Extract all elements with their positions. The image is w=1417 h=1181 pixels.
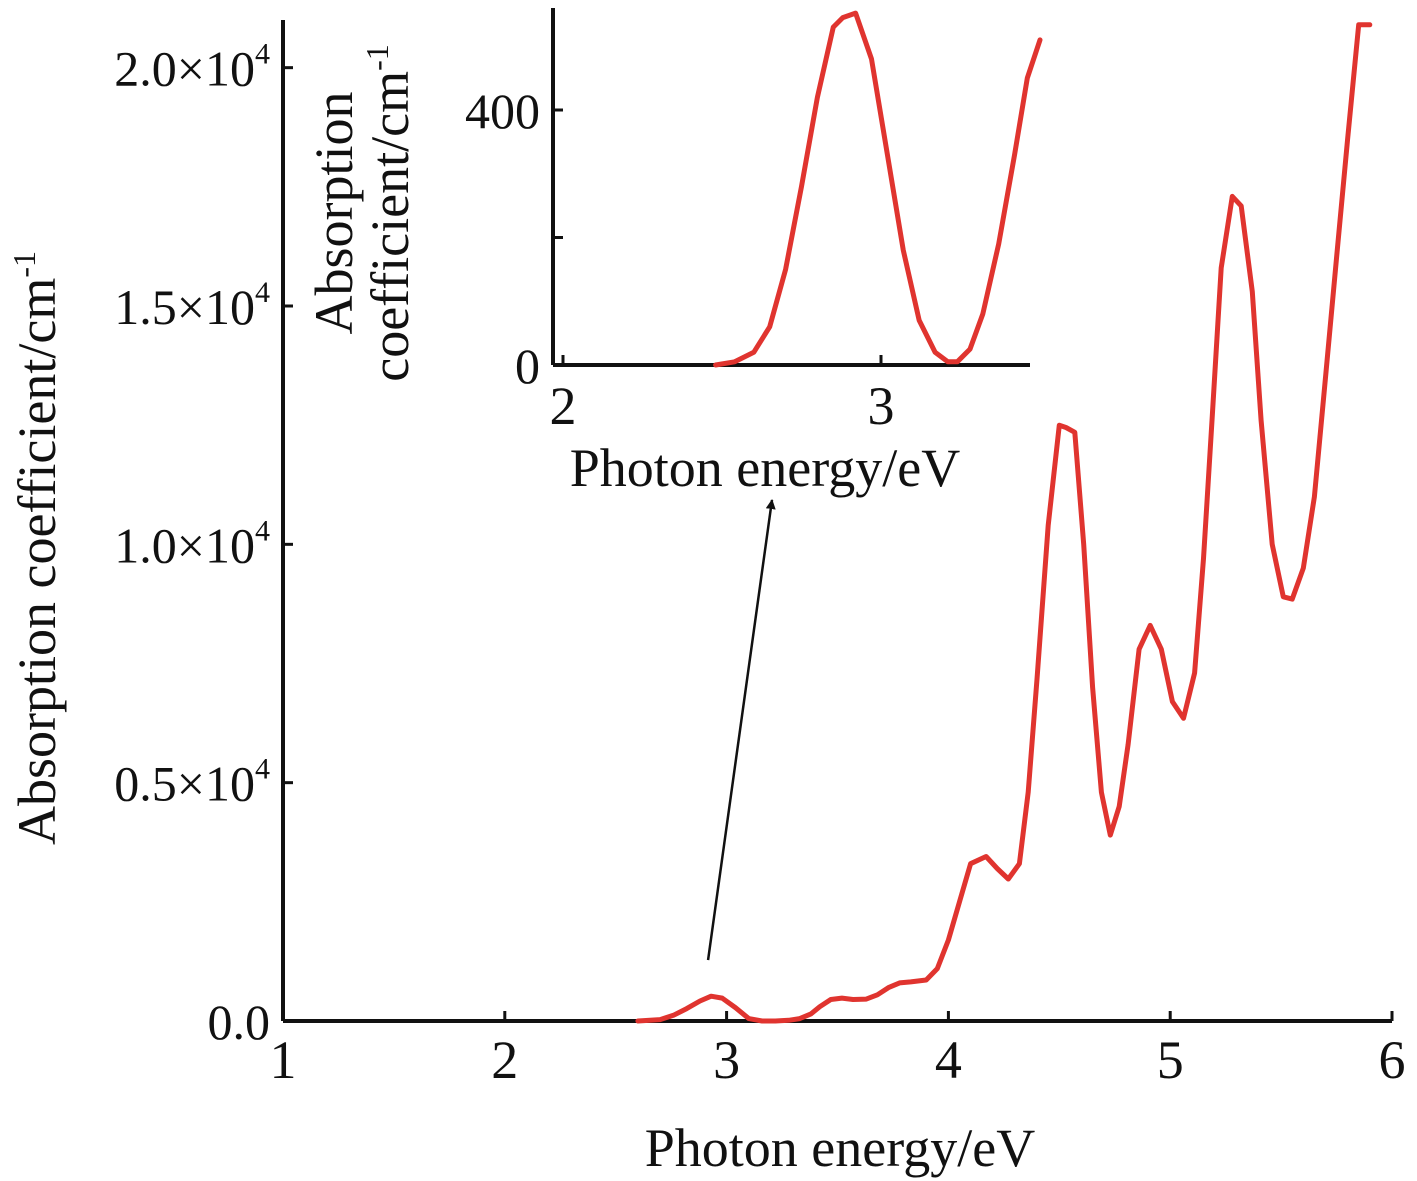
inset-y-tick-label: 400: [465, 83, 540, 139]
main-x-tick-label: 3: [713, 1030, 740, 1090]
main-y-axis-title-sup: -1: [6, 251, 42, 278]
inset-series-line: [713, 10, 1043, 368]
main-x-ticks: 1 2 3 4 5 6: [270, 1011, 1406, 1090]
main-y-axis-title: Absorption coefficient/cm-1: [6, 251, 67, 845]
inset-x-tick-label: 3: [868, 376, 895, 436]
inset-y-axis-title-sup: -1: [359, 44, 395, 71]
inset-y-axis-title-line2-text: coefficient/cm: [360, 71, 420, 382]
main-x-tick-label: 1: [270, 1030, 297, 1090]
main-y-tick-exponent: 4: [255, 38, 270, 71]
main-y-tick-label: 1.5×104: [114, 276, 270, 335]
main-y-tick-label: 0.0: [208, 994, 271, 1050]
main-x-tick-label: 4: [935, 1030, 962, 1090]
main-y-tick-exponent: 4: [255, 276, 270, 309]
main-x-tick-label: 5: [1157, 1030, 1184, 1090]
main-y-tick-mantissa: 0.5×10: [114, 756, 255, 812]
main-series-line: [635, 22, 1373, 1024]
inset-y-axis-title-line2: coefficient/cm-1: [359, 44, 420, 382]
inset-pointer-arrow: [706, 499, 776, 961]
main-axes: [281, 20, 1392, 1023]
inset-axes: [551, 8, 1030, 367]
main-y-tick-exponent: 4: [255, 753, 270, 786]
inset-x-axis-title: Photon energy/eV: [570, 438, 960, 498]
inset-x-tick-label: 2: [550, 376, 577, 436]
main-y-tick-mantissa: 1.5×10: [114, 279, 255, 335]
main-y-tick-mantissa: 0.0: [208, 994, 271, 1050]
main-x-axis-title: Photon energy/eV: [645, 1118, 1035, 1178]
main-x-tick-label: 6: [1379, 1030, 1406, 1090]
main-y-tick-mantissa: 1.0×10: [114, 517, 255, 573]
main-y-tick-label: 1.0×104: [114, 514, 270, 573]
inset-y-axis-title-line1: Absorption: [304, 92, 364, 335]
main-y-tick-mantissa: 2.0×10: [114, 41, 255, 97]
inset-y-tick-label: 0: [515, 338, 540, 394]
inset-y-ticks: 0 400: [465, 83, 563, 394]
main-y-tick-label: 0.5×104: [114, 753, 270, 812]
main-x-tick-label: 2: [491, 1030, 518, 1090]
main-y-tick-exponent: 4: [255, 514, 270, 547]
main-y-tick-label: 2.0×104: [114, 38, 270, 97]
main-y-axis-title-text: Absorption coefficient/cm: [7, 278, 67, 845]
